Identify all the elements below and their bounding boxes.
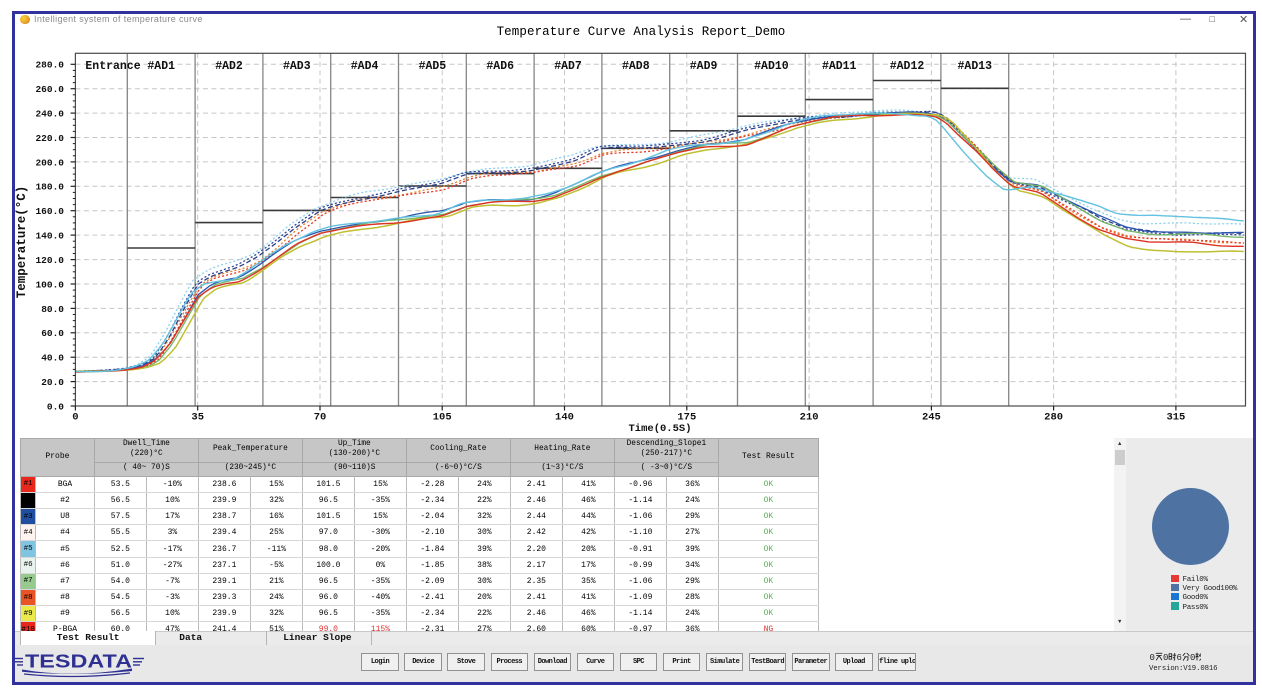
svg-text:105: 105 — [433, 412, 452, 424]
svg-text:220.0: 220.0 — [35, 133, 64, 144]
svg-text:#AD1: #AD1 — [147, 60, 175, 73]
svg-text:#AD12: #AD12 — [890, 60, 925, 73]
svg-text:210: 210 — [800, 412, 819, 424]
svg-text:175: 175 — [677, 412, 696, 424]
svg-text:160.0: 160.0 — [35, 206, 64, 217]
svg-text:240.0: 240.0 — [35, 109, 64, 120]
svg-text:200.0: 200.0 — [35, 157, 64, 168]
svg-text:80.0: 80.0 — [41, 304, 64, 315]
svg-text:0: 0 — [1150, 653, 1155, 662]
svg-text:280: 280 — [1044, 412, 1063, 424]
svg-text:100.0: 100.0 — [35, 279, 64, 290]
svg-text:Temperature(°C): Temperature(°C) — [15, 186, 29, 299]
svg-text:6: 6 — [1177, 653, 1182, 662]
svg-text:TESDATA: TESDATA — [25, 652, 132, 672]
svg-text:#AD13: #AD13 — [958, 60, 993, 73]
svg-text:0: 0 — [72, 412, 78, 424]
svg-text:20.0: 20.0 — [41, 377, 64, 388]
svg-text:#AD7: #AD7 — [554, 60, 582, 73]
svg-text:35: 35 — [191, 412, 204, 424]
svg-text:260.0: 260.0 — [35, 84, 64, 95]
svg-text:#AD5: #AD5 — [419, 60, 447, 73]
svg-text:120.0: 120.0 — [35, 255, 64, 266]
svg-text:245: 245 — [922, 412, 941, 424]
svg-text:140.0: 140.0 — [35, 231, 64, 242]
svg-text:#AD6: #AD6 — [486, 60, 514, 73]
svg-text:#AD10: #AD10 — [754, 60, 789, 73]
svg-text:180.0: 180.0 — [35, 182, 64, 193]
svg-text:Time(0.5S): Time(0.5S) — [628, 423, 691, 435]
svg-text:40.0: 40.0 — [41, 353, 64, 364]
svg-text:315: 315 — [1166, 412, 1185, 424]
svg-text:140: 140 — [555, 412, 574, 424]
svg-text:60.0: 60.0 — [41, 328, 64, 339]
svg-text:#AD8: #AD8 — [622, 60, 650, 73]
svg-text:0: 0 — [1163, 653, 1168, 662]
svg-text:Entrance: Entrance — [85, 60, 140, 73]
svg-text:#AD9: #AD9 — [690, 60, 718, 73]
svg-text:0.0: 0.0 — [47, 401, 64, 412]
svg-text:0: 0 — [1190, 653, 1195, 662]
svg-text:#AD11: #AD11 — [822, 60, 857, 73]
svg-text:70: 70 — [314, 412, 327, 424]
svg-text:#AD2: #AD2 — [215, 60, 243, 73]
svg-text:#AD3: #AD3 — [283, 60, 311, 73]
svg-text:280.0: 280.0 — [35, 60, 64, 71]
svg-text:#AD4: #AD4 — [351, 60, 379, 73]
